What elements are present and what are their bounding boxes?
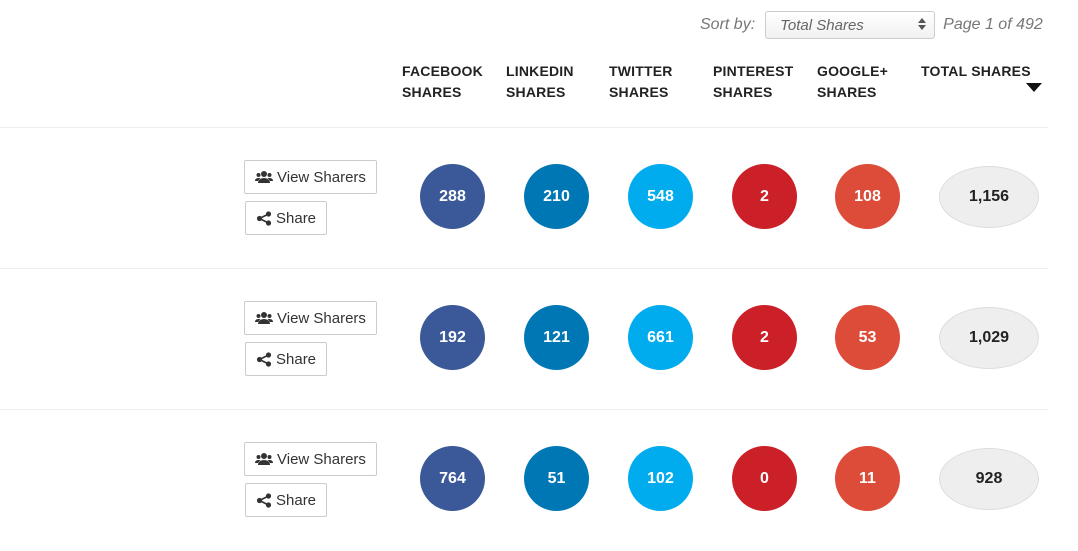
facebook-count: 764 <box>420 446 485 511</box>
column-header-pinterest[interactable]: PINTEREST SHARES <box>713 61 813 103</box>
share-button[interactable]: Share <box>245 201 327 235</box>
header-line: SHARES <box>817 84 877 100</box>
header-line: FACEBOOK <box>402 63 483 79</box>
view-sharers-button[interactable]: View Sharers <box>244 442 377 476</box>
share-button[interactable]: Share <box>245 342 327 376</box>
sort-label: Sort by: <box>700 16 756 33</box>
share-button[interactable]: Share <box>245 483 327 517</box>
facebook-count: 192 <box>420 305 485 370</box>
pinterest-count: 2 <box>732 164 797 229</box>
linkedin-count: 51 <box>524 446 589 511</box>
table-row: View Sharers Share 192 121 661 2 53 1,02… <box>0 268 1048 410</box>
sort-select[interactable]: Total Shares <box>765 11 936 39</box>
share-icon <box>256 351 272 367</box>
googleplus-count: 11 <box>835 446 900 511</box>
select-arrows-icon <box>918 18 927 30</box>
header-line: TOTAL SHARES <box>921 63 1031 79</box>
header-line: TWITTER <box>609 63 673 79</box>
column-header-total[interactable]: TOTAL SHARES <box>921 61 1041 82</box>
column-header-twitter[interactable]: TWITTER SHARES <box>609 61 709 103</box>
header-line: GOOGLE+ <box>817 63 889 79</box>
header-line: SHARES <box>609 84 669 100</box>
header-line: LINKEDIN <box>506 63 574 79</box>
column-header-facebook[interactable]: FACEBOOK SHARES <box>402 61 502 103</box>
view-sharers-label: View Sharers <box>277 309 366 327</box>
view-sharers-button[interactable]: View Sharers <box>244 301 377 335</box>
column-header-googleplus[interactable]: GOOGLE+ SHARES <box>817 61 917 103</box>
share-label: Share <box>276 209 317 227</box>
sort-select-value: Total Shares <box>780 16 864 34</box>
sort-bar: Sort by: Total Shares Page 1 of 492 <box>700 10 1043 40</box>
header-line: PINTEREST <box>713 63 794 79</box>
page-info: Page 1 of 492 <box>943 16 1043 33</box>
share-icon <box>256 492 272 508</box>
twitter-count: 102 <box>628 446 693 511</box>
twitter-count: 548 <box>628 164 693 229</box>
pinterest-count: 2 <box>732 305 797 370</box>
table-row: View Sharers Share 288 210 548 2 108 1,1… <box>0 127 1048 269</box>
header-line: SHARES <box>402 84 462 100</box>
googleplus-count: 53 <box>835 305 900 370</box>
column-header-linkedin[interactable]: LINKEDIN SHARES <box>506 61 606 103</box>
header-line: SHARES <box>506 84 566 100</box>
table-row: View Sharers Share 764 51 102 0 11 928 <box>0 409 1048 551</box>
view-sharers-label: View Sharers <box>277 450 366 468</box>
users-icon <box>255 452 273 466</box>
linkedin-count: 210 <box>524 164 589 229</box>
users-icon <box>255 311 273 325</box>
users-icon <box>255 170 273 184</box>
total-shares-count: 928 <box>939 448 1039 510</box>
sort-descending-icon[interactable] <box>1026 83 1042 92</box>
header-line: SHARES <box>713 84 773 100</box>
linkedin-count: 121 <box>524 305 589 370</box>
facebook-count: 288 <box>420 164 485 229</box>
googleplus-count: 108 <box>835 164 900 229</box>
share-label: Share <box>276 350 317 368</box>
share-label: Share <box>276 491 317 509</box>
pinterest-count: 0 <box>732 446 797 511</box>
view-sharers-button[interactable]: View Sharers <box>244 160 377 194</box>
total-shares-count: 1,029 <box>939 307 1039 369</box>
share-icon <box>256 210 272 226</box>
twitter-count: 661 <box>628 305 693 370</box>
total-shares-count: 1,156 <box>939 166 1039 228</box>
view-sharers-label: View Sharers <box>277 168 366 186</box>
